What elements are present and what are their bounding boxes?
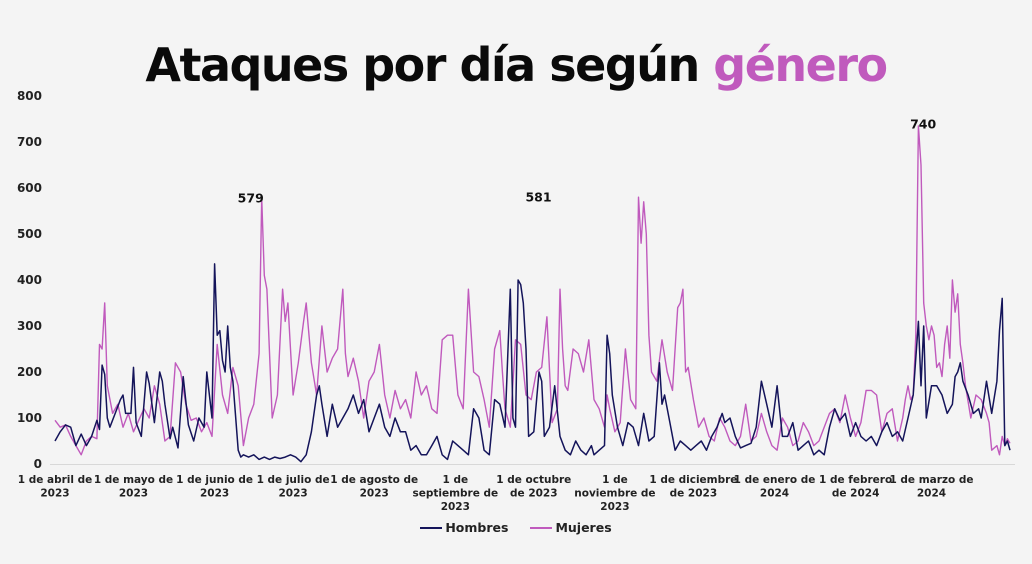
legend-label-hombres: Hombres [445,520,509,535]
legend-swatch-mujeres [530,526,553,529]
y-axis: 0 100 200 300 400 500 600 700 800 [17,89,42,471]
series-line-hombres [54,263,1011,463]
y-tick-label: 500 [17,227,42,241]
y-tick-label: 800 [17,89,42,103]
x-tick-label: 1 de agosto de 2023 [330,474,418,500]
legend-label-mujeres: Mujeres [555,520,612,535]
x-tick-label: 1 de julio de 2023 [257,474,330,500]
peak-label: 740 [910,117,936,132]
x-tick-label: 1 de febrero de 2024 [819,474,892,500]
x-tick-label: 1 de abril de 2023 [18,474,93,500]
x-tick-label: 1 de noviembre de 2023 [574,474,655,513]
x-tick-label: 1 de marzo de 2024 [889,474,973,500]
x-tick-label: 1 de octubre de 2023 [496,474,571,500]
x-tick-label: 1 de enero de 2024 [734,474,816,500]
y-tick-label: 200 [17,365,42,379]
y-tick-label: 600 [17,181,42,195]
y-tick-label: 700 [17,135,42,149]
peak-label: 579 [238,191,264,206]
x-tick-label: 1 de diciembre de 2023 [649,474,737,500]
x-tick-label: 1 de septiembre de 2023 [412,474,498,513]
series-group [54,125,1011,463]
x-tick-label: 1 de junio de 2023 [176,474,253,500]
legend: Hombres Mujeres [0,520,1032,535]
chart-title: Ataques por día según género [0,38,1032,92]
peak-label: 581 [525,190,551,205]
annotations: 579 581 740 [238,117,937,206]
legend-item-mujeres: Mujeres [530,520,612,535]
x-tick-label: 1 de mayo de 2023 [94,474,173,500]
y-tick-label: 100 [17,411,42,425]
legend-swatch-hombres [420,526,443,529]
y-tick-label: 400 [17,273,42,287]
title-main: Ataques por día según [145,38,714,92]
legend-item-hombres: Hombres [420,520,508,535]
series-line-mujeres [54,125,1011,456]
y-tick-label: 0 [34,457,42,471]
title-accent: género [713,38,888,92]
y-tick-label: 300 [17,319,42,333]
